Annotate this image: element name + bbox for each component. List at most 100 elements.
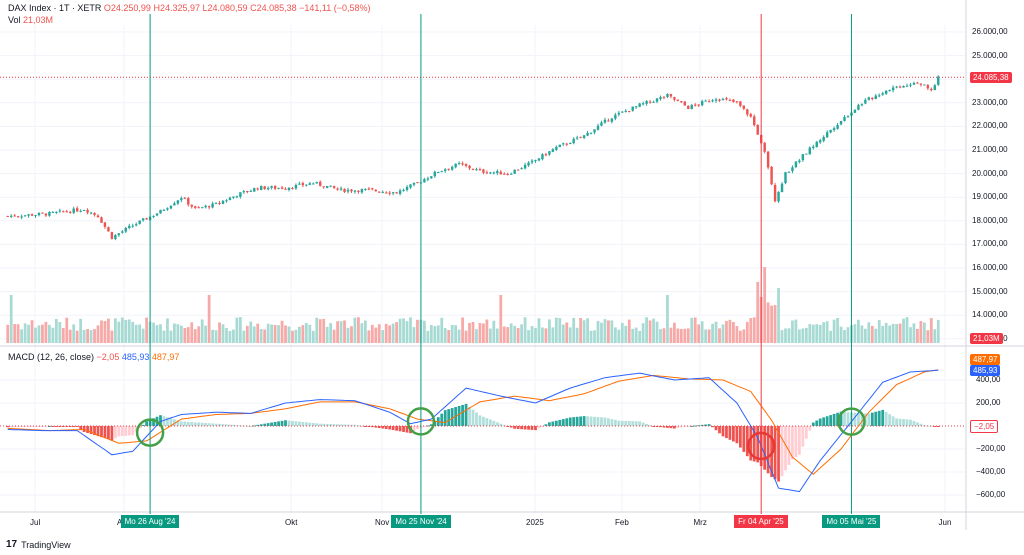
price-axis-label: 14.000,00 bbox=[972, 310, 1008, 320]
volume-bar bbox=[353, 317, 357, 343]
volume-bar bbox=[582, 320, 586, 343]
volume-bar bbox=[343, 320, 346, 343]
candle-body bbox=[648, 101, 652, 103]
macd-histogram-bar bbox=[350, 424, 353, 426]
candle-body bbox=[673, 97, 676, 100]
candle-body bbox=[607, 120, 610, 122]
candle-body bbox=[489, 172, 492, 174]
volume-bar bbox=[75, 330, 79, 343]
macd-histogram-bar bbox=[162, 416, 166, 426]
volume-bar bbox=[919, 321, 923, 343]
volume-bar bbox=[461, 317, 464, 343]
volume-bar bbox=[870, 326, 874, 343]
candle-body bbox=[853, 109, 857, 113]
volume-bar bbox=[68, 329, 72, 343]
candle-body bbox=[923, 84, 926, 86]
macd-histogram-bar bbox=[721, 426, 725, 437]
volume-bar bbox=[93, 329, 96, 343]
vol-value: 21,03M bbox=[23, 15, 54, 25]
candle-body bbox=[534, 159, 537, 162]
volume-bar bbox=[888, 325, 892, 343]
macd-histogram-bar bbox=[593, 416, 596, 426]
macd-histogram-bar bbox=[6, 426, 10, 428]
candle-body bbox=[812, 146, 815, 149]
volume-bar bbox=[315, 317, 319, 343]
candle-body bbox=[315, 182, 318, 184]
candle-body bbox=[836, 124, 839, 129]
macd-histogram-bar bbox=[732, 426, 735, 442]
macd-histogram-bar bbox=[607, 418, 610, 426]
candle-body bbox=[638, 103, 641, 107]
volume-bar bbox=[426, 330, 430, 343]
price-axis-label: 15.000,00 bbox=[972, 286, 1008, 296]
volume-bar bbox=[110, 330, 114, 343]
crossover-circle bbox=[406, 407, 436, 436]
candle-body bbox=[228, 197, 232, 201]
volume-bar bbox=[516, 328, 520, 343]
volume-bar bbox=[693, 317, 697, 343]
macd-histogram-bar bbox=[423, 426, 426, 427]
macd-histogram-bar bbox=[416, 426, 419, 430]
macd-histogram-bar bbox=[332, 424, 336, 426]
tradingview-brand[interactable]: 17 TradingView bbox=[6, 539, 71, 550]
candle-body bbox=[263, 186, 266, 190]
volume-bar bbox=[120, 317, 124, 343]
volume-bar bbox=[377, 324, 381, 343]
candle-body bbox=[225, 200, 228, 202]
candle-body bbox=[707, 101, 711, 103]
volume-bar bbox=[683, 328, 687, 343]
volume-bar bbox=[37, 325, 41, 343]
candle-body bbox=[9, 215, 13, 217]
volume-bar bbox=[211, 329, 214, 343]
macd-histogram-bar bbox=[610, 419, 614, 426]
volume-bar bbox=[204, 325, 208, 343]
macd-histogram-bar bbox=[86, 426, 89, 434]
volume-bar bbox=[766, 302, 770, 343]
volume-bar bbox=[228, 330, 232, 343]
candle-body bbox=[589, 132, 593, 134]
volume-bar bbox=[232, 329, 235, 343]
candle-body bbox=[82, 210, 86, 212]
candle-body bbox=[485, 172, 489, 174]
volume-bar bbox=[131, 321, 135, 343]
volume-bar bbox=[860, 325, 864, 343]
macd-histogram-bar bbox=[488, 419, 492, 426]
macd-hist-value: −2,05 bbox=[96, 352, 120, 362]
volume-bar bbox=[450, 324, 454, 343]
macd-histogram-bar bbox=[96, 426, 100, 437]
volume-bar bbox=[339, 321, 343, 343]
volume-bar bbox=[294, 329, 298, 343]
macd-histogram-bar bbox=[75, 426, 79, 427]
volume-bar bbox=[301, 325, 305, 343]
candle-body bbox=[645, 101, 648, 104]
macd-histogram-bar bbox=[68, 426, 72, 427]
volume-bar bbox=[384, 323, 388, 343]
time-axis-label: Mrz bbox=[693, 518, 707, 527]
macd-histogram-bar bbox=[929, 425, 933, 427]
macd-histogram-bar bbox=[429, 424, 433, 426]
volume-bar bbox=[304, 322, 308, 343]
candle-body bbox=[332, 186, 336, 188]
volume-bar bbox=[794, 319, 798, 343]
volume-bar bbox=[905, 317, 909, 343]
macd-axis-label: 200,00 bbox=[976, 398, 1001, 407]
candle-body bbox=[166, 208, 169, 210]
candle-body bbox=[239, 192, 242, 197]
candle-body bbox=[610, 118, 614, 122]
volume-bar bbox=[891, 323, 895, 343]
macd-histogram-bar bbox=[228, 424, 232, 426]
macd-histogram-bar bbox=[374, 426, 378, 428]
brand-label: TradingView bbox=[21, 539, 71, 550]
volume-bar bbox=[447, 330, 451, 343]
macd-histogram-bar bbox=[304, 422, 308, 426]
macd-histogram-bar bbox=[450, 408, 454, 426]
volume-bar bbox=[173, 323, 176, 343]
macd-histogram-bar bbox=[402, 426, 405, 432]
macd-histogram-bar bbox=[270, 422, 274, 426]
candle-body bbox=[468, 165, 471, 169]
macd-histogram-bar bbox=[322, 423, 326, 426]
volume-bar bbox=[193, 329, 197, 343]
volume-bar bbox=[617, 329, 621, 343]
volume-bar bbox=[547, 319, 551, 343]
